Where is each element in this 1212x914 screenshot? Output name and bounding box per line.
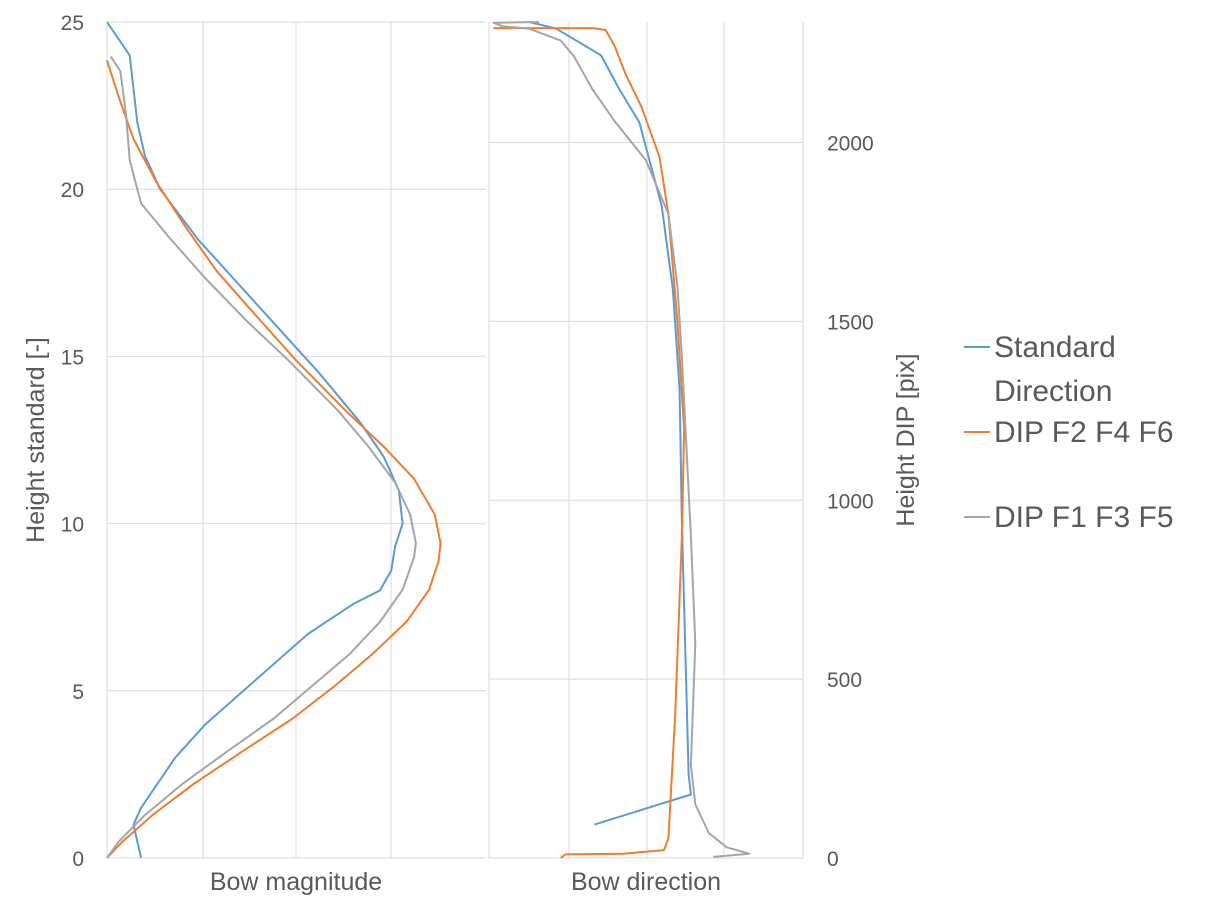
y-tick-label: 25 (61, 12, 84, 35)
left-x-axis-title: Bow magnitude (210, 868, 382, 896)
y-tick-label: 20 (61, 179, 84, 202)
series-line-dip-f2-f4-f6 (106, 59, 442, 859)
series-line-dip-f1-f3-f5 (106, 56, 417, 859)
left-gridlines (106, 21, 486, 859)
y-tick-label: 1000 (827, 490, 874, 513)
right-y-axis-title: Height DIP [pix] (892, 353, 920, 526)
legend: Standard Direction DIP F2 F4 F6 DIP F1 F3 F… (964, 331, 1174, 534)
legend-label: Direction (994, 375, 1112, 408)
left-y-axis-title: Height standard [-] (22, 337, 50, 543)
legend-label: DIP F1 F3 F5 (994, 501, 1174, 534)
left-series (106, 21, 442, 859)
y-tick-label: 15 (61, 346, 84, 369)
right-panel: 0 500 1000 1500 2000 Height DIP [pix] Bow di… (488, 21, 920, 896)
series-line-standard-direction (529, 21, 692, 826)
y-tick-label: 10 (61, 514, 84, 537)
right-gridlines (488, 22, 804, 859)
y-tick-label: 2000 (827, 133, 874, 156)
right-series (492, 21, 751, 859)
left-y-ticks: 0 5 10 15 20 25 (61, 12, 84, 871)
y-tick-label: 0 (827, 848, 839, 871)
legend-item-2: DIP F1 F3 F5 (964, 501, 1174, 534)
legend-label: Standard (994, 331, 1116, 364)
legend-label: DIP F2 F4 F6 (994, 416, 1174, 449)
y-tick-label: 500 (827, 669, 862, 692)
series-line-standard-direction (106, 21, 404, 859)
legend-item-1: DIP F2 F4 F6 (964, 416, 1174, 449)
right-x-axis-title: Bow direction (571, 868, 721, 896)
y-tick-label: 5 (72, 681, 84, 704)
y-tick-label: 0 (72, 848, 84, 871)
y-tick-label: 1500 (827, 311, 874, 334)
left-panel: 0 5 10 15 20 25 Height standard [-] Bow magni… (22, 12, 486, 896)
series-line-dip-f2-f4-f6 (493, 27, 686, 859)
legend-item-0: Standard Direction (964, 331, 1116, 408)
right-y-ticks: 0 500 1000 1500 2000 (827, 133, 874, 871)
series-line-dip-f1-f3-f5 (492, 21, 751, 858)
